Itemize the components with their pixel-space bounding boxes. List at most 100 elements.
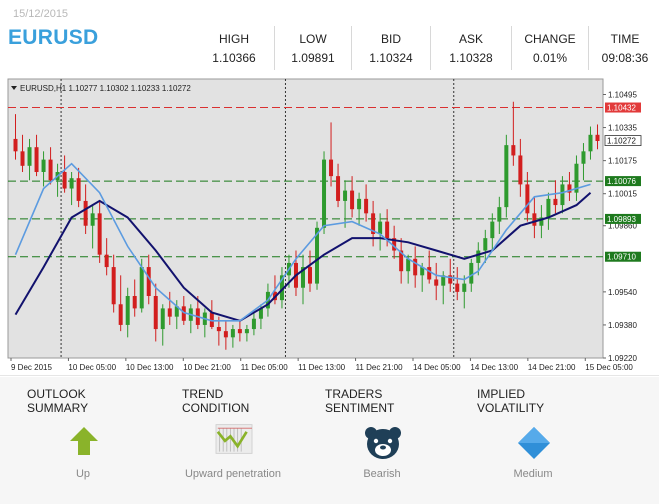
- candle-body: [399, 250, 404, 272]
- candle-body: [153, 296, 158, 330]
- candle-body: [483, 238, 488, 251]
- quote-value: 09:08:36: [601, 50, 649, 65]
- candle-body: [300, 267, 305, 288]
- chart-title: EURUSD,H1 1.10277 1.10302 1.10233 1.1027…: [20, 84, 191, 93]
- candle-body: [497, 207, 502, 222]
- current-price-badge: [604, 135, 642, 146]
- candle-body: [462, 283, 467, 292]
- x-tick-label: 10 Dec 05:00: [68, 363, 116, 372]
- candle-body: [146, 267, 151, 296]
- candle-body: [413, 258, 418, 276]
- candle-body: [62, 172, 67, 189]
- candle-body: [434, 279, 439, 286]
- price-level-badge: [605, 102, 641, 113]
- quote-label: CHANGE: [524, 31, 576, 46]
- candle-body: [76, 178, 81, 201]
- y-tick-label: 1.09860: [608, 222, 637, 231]
- quote-high: HIGH 1.10366: [194, 26, 274, 70]
- quote-label: BID: [380, 31, 401, 46]
- trend-condition-header: TREND CONDITION: [182, 387, 250, 415]
- candle-body: [308, 267, 313, 284]
- candle-body: [385, 221, 390, 239]
- candle-body: [132, 296, 137, 309]
- y-tick-label: 1.10495: [608, 91, 637, 100]
- summary-panel: OUTLOOK SUMMARY TREND CONDITION TRADERS …: [0, 377, 659, 504]
- fast-moving-average: [14, 162, 591, 322]
- candle-body: [441, 275, 446, 286]
- candle-body: [216, 327, 221, 332]
- candle-body: [455, 283, 460, 292]
- price-level-label: 1.09893: [607, 215, 636, 224]
- candle-body: [223, 331, 228, 338]
- y-tick-label: 1.10015: [608, 190, 637, 199]
- bear-icon: [365, 427, 401, 459]
- candle-body: [181, 306, 186, 321]
- quote-time: TIME 09:08:36: [588, 26, 659, 70]
- candle-body: [476, 250, 481, 263]
- candle-body: [48, 159, 53, 181]
- candle-body: [230, 329, 235, 338]
- trend-condition-value: Upward penetration: [184, 468, 281, 480]
- candle-body: [532, 213, 537, 226]
- candle-body: [581, 151, 586, 164]
- diamond-icon: [518, 427, 550, 459]
- quote-change: CHANGE 0.01%: [511, 26, 588, 70]
- quote-value: 1.09891: [291, 50, 335, 65]
- implied-volatility-header: IMPLIED VOLATILITY: [477, 387, 545, 415]
- y-tick-label: 1.10175: [608, 157, 637, 166]
- candle-body: [97, 213, 102, 255]
- candle-body: [258, 308, 263, 319]
- x-tick-label: 11 Dec 21:00: [356, 363, 404, 372]
- traders-sentiment-header: TRADERS SENTIMENT: [325, 387, 395, 415]
- price-level-badge: [605, 176, 641, 187]
- candle-body: [595, 134, 600, 141]
- candle-body: [174, 306, 179, 317]
- candle-body: [83, 200, 88, 226]
- y-tick-label: 1.09220: [608, 354, 637, 363]
- candle-body: [490, 221, 495, 239]
- trend-chart-icon: [215, 424, 253, 454]
- candle-body: [427, 267, 432, 280]
- candle-body: [378, 221, 383, 234]
- candle-body: [90, 213, 95, 226]
- quote-bar: HIGH 1.10366 LOW 1.09891 BID 1.10324 ASK…: [194, 26, 659, 70]
- traders-sentiment-value: Bearish: [363, 468, 401, 480]
- x-tick-label: 15 Dec 05:00: [585, 363, 633, 372]
- candle-body: [560, 184, 565, 206]
- collapse-arrow-icon: [11, 86, 17, 90]
- candle-body: [518, 155, 523, 185]
- candle-body: [322, 159, 327, 228]
- price-level-label: 1.10432: [607, 104, 636, 113]
- quote-bid: BID 1.10324: [351, 26, 430, 70]
- candle-body: [139, 267, 144, 309]
- x-tick-label: 11 Dec 13:00: [298, 363, 346, 372]
- price-level-badge: [605, 251, 641, 262]
- quote-value: 0.01%: [532, 50, 568, 65]
- candle-body: [69, 178, 74, 189]
- candle-body: [27, 147, 32, 166]
- candle-body: [41, 159, 46, 172]
- candle-body: [209, 312, 214, 327]
- quote-low: LOW 1.09891: [274, 26, 351, 70]
- candle-body: [111, 267, 116, 305]
- candle-body: [13, 138, 18, 152]
- candle-body: [167, 308, 172, 317]
- y-tick-label: 1.09540: [608, 288, 637, 297]
- quote-label: ASK: [458, 31, 483, 46]
- candle-body: [504, 145, 509, 208]
- candle-body: [20, 151, 25, 166]
- y-tick-label: 1.10335: [608, 124, 637, 133]
- y-tick-label: 1.09380: [608, 321, 637, 330]
- quote-ask: ASK 1.10328: [430, 26, 511, 70]
- candle-body: [525, 184, 530, 214]
- arrow-up-icon: [70, 427, 98, 455]
- symbol-title: EURUSD: [8, 26, 99, 49]
- candle-body: [574, 163, 579, 193]
- outlook-summary-header: OUTLOOK SUMMARY: [27, 387, 89, 415]
- quote-label: TIME: [610, 31, 640, 46]
- current-price-label: 1.10272: [607, 137, 636, 146]
- x-tick-label: 14 Dec 05:00: [413, 363, 461, 372]
- candle-body: [539, 217, 544, 226]
- divider: [0, 375, 659, 376]
- price-chart[interactable]: EURUSD,H1 1.10277 1.10302 1.10233 1.1027…: [7, 78, 652, 374]
